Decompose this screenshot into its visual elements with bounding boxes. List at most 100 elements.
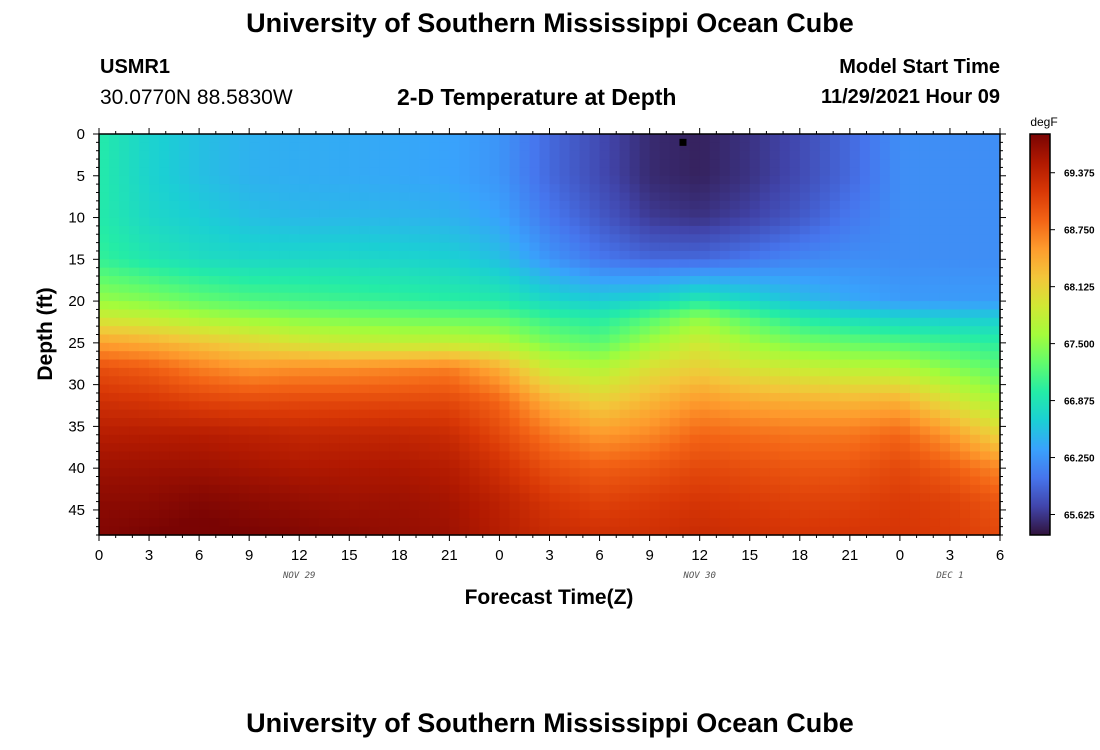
heatmap-cell xyxy=(919,142,931,152)
heatmap-cell xyxy=(739,292,751,302)
heatmap-cell xyxy=(289,476,300,486)
heatmap-cell xyxy=(139,209,150,219)
heatmap-cell xyxy=(779,326,791,336)
heatmap-cell xyxy=(229,242,240,252)
heatmap-cell xyxy=(199,476,210,486)
heatmap-cell xyxy=(929,267,941,277)
heatmap-cell xyxy=(239,259,250,269)
heatmap-cell xyxy=(579,376,591,386)
heatmap-cell xyxy=(789,250,801,260)
heatmap-cell xyxy=(559,351,571,361)
heatmap-cell xyxy=(449,351,460,361)
heatmap-cell xyxy=(129,334,140,344)
heatmap-cell xyxy=(449,192,460,202)
heatmap-cell xyxy=(299,351,310,361)
heatmap-cell xyxy=(859,284,871,294)
heatmap-cell xyxy=(649,359,661,369)
heatmap-cell xyxy=(939,200,951,210)
heatmap-cell xyxy=(109,200,120,210)
heatmap-cell xyxy=(739,209,751,219)
heatmap-cell xyxy=(229,351,240,361)
heatmap-cell xyxy=(449,175,460,185)
heatmap-cell xyxy=(809,267,821,277)
heatmap-cell xyxy=(949,451,961,461)
heatmap-cell xyxy=(259,134,270,143)
heatmap-cell xyxy=(219,150,230,160)
heatmap-cell xyxy=(139,167,150,177)
heatmap-cell xyxy=(699,200,711,210)
heatmap-cell xyxy=(359,468,370,478)
heatmap-cell xyxy=(509,376,521,386)
heatmap-cell xyxy=(199,142,210,152)
heatmap-cell xyxy=(849,167,861,177)
heatmap-cell xyxy=(489,192,501,202)
heatmap-cell xyxy=(779,384,791,394)
heatmap-cell xyxy=(819,301,831,311)
heatmap-cell xyxy=(439,451,450,461)
heatmap-cell xyxy=(859,468,871,478)
heatmap-cell xyxy=(209,209,220,219)
heatmap-cell xyxy=(239,484,250,494)
heatmap-cell xyxy=(339,501,350,511)
heatmap-cell xyxy=(549,284,561,294)
heatmap-cell xyxy=(379,493,390,503)
heatmap-cell xyxy=(319,468,330,478)
heatmap-cell xyxy=(269,167,280,177)
heatmap-cell xyxy=(259,451,270,461)
heatmap-cell xyxy=(319,292,330,302)
heatmap-cell xyxy=(749,334,761,344)
heatmap-cell xyxy=(559,493,571,503)
heatmap-cell xyxy=(469,301,481,311)
heatmap-cell xyxy=(139,184,150,194)
heatmap-cell xyxy=(159,501,170,511)
heatmap-cell xyxy=(669,184,681,194)
heatmap-cell xyxy=(949,468,961,478)
heatmap-cell xyxy=(99,409,110,419)
heatmap-cell xyxy=(669,334,681,344)
heatmap-cell xyxy=(859,267,871,277)
heatmap-cell xyxy=(209,342,220,352)
heatmap-cell xyxy=(479,225,491,235)
heatmap-cell xyxy=(599,443,611,453)
heatmap-cell xyxy=(369,209,380,219)
heatmap-cell xyxy=(419,334,430,344)
heatmap-cell xyxy=(679,367,691,377)
heatmap-cell xyxy=(549,526,561,536)
heatmap-cell xyxy=(319,334,330,344)
heatmap-cell xyxy=(579,292,591,302)
heatmap-cell xyxy=(299,142,310,152)
heatmap-cell xyxy=(429,184,440,194)
heatmap-cell xyxy=(559,192,571,202)
heatmap-cell xyxy=(229,309,240,319)
heatmap-cell xyxy=(929,451,941,461)
heatmap-cell xyxy=(729,250,741,260)
heatmap-cell xyxy=(609,326,621,336)
heatmap-cell xyxy=(959,418,971,427)
heatmap-cell xyxy=(389,250,400,260)
heatmap-cell xyxy=(989,317,1001,327)
heatmap-cell xyxy=(609,217,621,227)
heatmap-cell xyxy=(349,518,360,528)
heatmap-cell xyxy=(309,309,320,319)
heatmap-cell xyxy=(139,276,150,285)
heatmap-cell xyxy=(699,367,711,377)
heatmap-cell xyxy=(169,359,180,369)
heatmap-cell xyxy=(99,250,110,260)
heatmap-cell xyxy=(739,384,751,394)
heatmap-cell xyxy=(889,376,901,386)
heatmap-cell xyxy=(309,367,320,377)
heatmap-cell xyxy=(889,342,901,352)
heatmap-cell xyxy=(989,376,1001,386)
heatmap-cell xyxy=(129,192,140,202)
heatmap-cell xyxy=(449,276,460,285)
heatmap-cell xyxy=(489,451,501,461)
heatmap-cell xyxy=(359,225,370,235)
heatmap-cell xyxy=(589,301,601,311)
heatmap-cell xyxy=(109,225,120,235)
heatmap-cell xyxy=(929,426,941,436)
heatmap-cell xyxy=(569,509,581,519)
heatmap-cell xyxy=(639,409,651,419)
heatmap-cell xyxy=(249,209,260,219)
heatmap-cell xyxy=(149,384,160,394)
heatmap-cell xyxy=(389,484,400,494)
